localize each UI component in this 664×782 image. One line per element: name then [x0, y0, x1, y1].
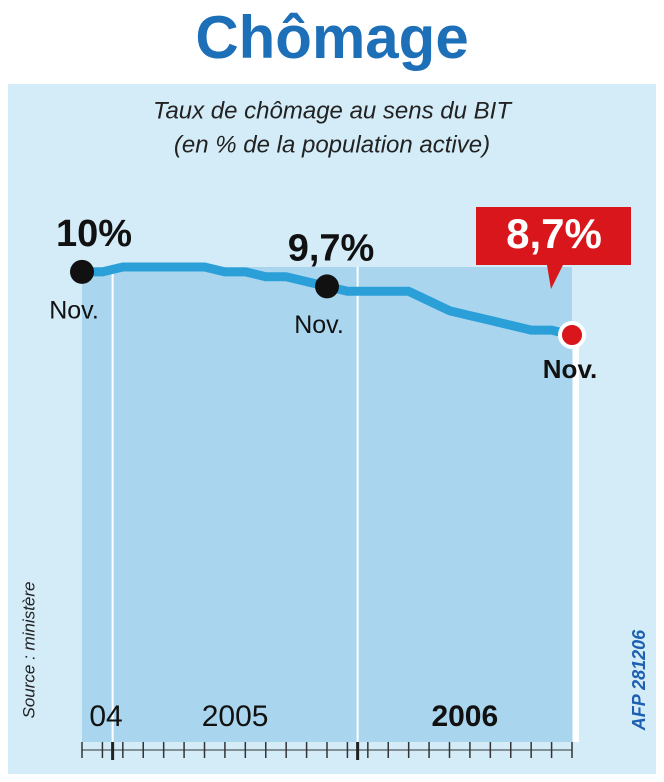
- plot: 04 2005 2006 10% Nov. 9,7% Nov. 8,7% Nov.: [49, 207, 631, 760]
- chart-title: Chômage: [195, 4, 468, 71]
- chart: Chômage Taux de chômage au sens du BIT (…: [0, 0, 664, 782]
- value-label: 9,7%: [288, 227, 375, 269]
- point: [70, 260, 94, 284]
- period-label: 04: [89, 700, 122, 733]
- value-label: 8,7%: [506, 210, 602, 257]
- point: [560, 323, 584, 347]
- point-label: Nov.: [294, 311, 344, 339]
- subtitle: Taux de chômage au sens du BIT: [153, 97, 513, 124]
- point-label: Nov.: [543, 354, 597, 384]
- point-label: Nov.: [49, 296, 99, 324]
- credit: AFP 281206: [629, 629, 649, 731]
- point: [315, 274, 339, 298]
- period-label: 2005: [202, 700, 269, 733]
- value-label: 10%: [56, 213, 132, 255]
- source: Source : ministère: [19, 582, 38, 719]
- period-label: 2006: [431, 700, 498, 733]
- subtitle: (en % de la population active): [174, 131, 490, 158]
- page: {"chart_data": { "type": "line", "title"…: [0, 0, 664, 782]
